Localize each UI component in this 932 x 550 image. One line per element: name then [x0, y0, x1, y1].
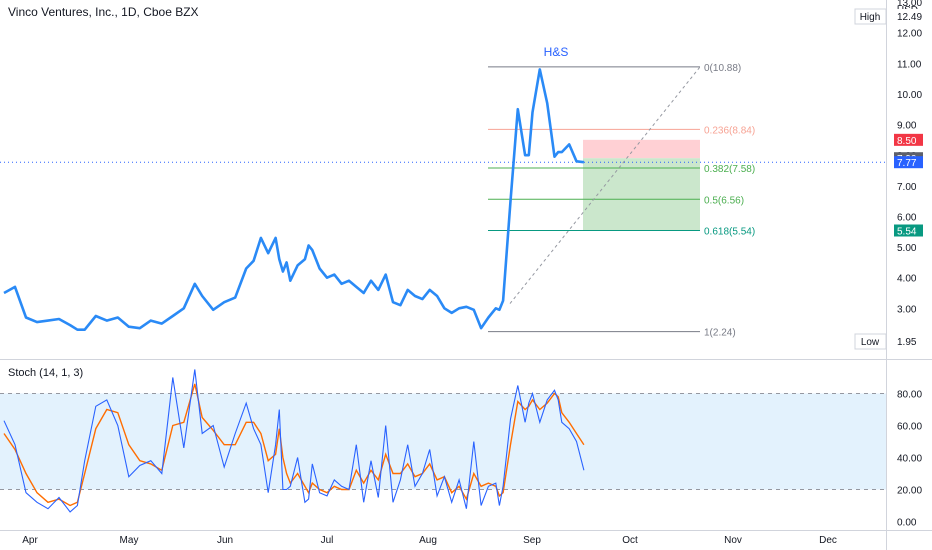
time-tick-label: Oct — [622, 535, 638, 546]
time-tick-label: Apr — [22, 535, 38, 546]
fib-level-label: 0(10.88) — [704, 63, 741, 74]
price-tick-label: 12.00 — [897, 29, 922, 40]
time-tick-label: Sep — [523, 535, 541, 546]
time-axis[interactable]: Apr May Jun Jul Aug Sep Oct Nov Dec — [22, 535, 837, 546]
time-tick-label: Jun — [217, 535, 233, 546]
stoch-tick-label: 40.00 — [897, 454, 922, 465]
trade-position-box[interactable] — [583, 139, 700, 231]
fib-level-label: 0.5(6.56) — [704, 195, 744, 206]
stoch-tick-label: 20.00 — [897, 486, 922, 497]
stoch-tick-label: 0.00 — [897, 518, 917, 529]
price-tick-label: 13.00 — [897, 0, 922, 9]
low-label: Low — [861, 337, 880, 348]
fib-level-label: 0.236(8.84) — [704, 125, 755, 136]
price-marker-label: 7.77 — [897, 158, 917, 169]
stoch-title[interactable]: Stoch (14, 1, 3) — [8, 367, 83, 379]
time-tick-label: Jul — [321, 535, 334, 546]
fib-level-label: 0.618(5.54) — [704, 226, 755, 237]
fibonacci-retracement[interactable]: 0(10.88) 0.236(8.84) 0.382(7.58) 0.5(6.56) 0… — [488, 63, 755, 339]
price-marker-label: 8.50 — [897, 136, 917, 147]
price-line[interactable] — [3, 68, 585, 331]
fib-level-label: 1(2.24) — [704, 328, 736, 339]
high-label: High — [860, 12, 881, 23]
stoch-k-line[interactable] — [3, 369, 585, 513]
price-marker: 7.77 — [894, 156, 923, 169]
stoch-tick-label: 80.00 — [897, 390, 922, 401]
time-tick-label: Aug — [419, 535, 437, 546]
stoch-band-fill — [0, 393, 886, 490]
price-marker-label: 5.54 — [897, 226, 917, 237]
price-tick-label: 6.00 — [897, 212, 917, 223]
low-tag: Low 1.95 — [854, 333, 932, 350]
price-tick-label: 3.00 — [897, 304, 917, 315]
time-tick-label: Nov — [724, 535, 742, 546]
risk-zone — [583, 139, 700, 159]
price-tick-label: 7.00 — [897, 182, 917, 193]
high-tag: High 12.49 — [854, 8, 932, 25]
high-value: 12.49 — [897, 12, 922, 23]
price-marker: 8.50 — [894, 133, 923, 147]
stoch-tick-label: 60.00 — [897, 422, 922, 433]
price-tick-label: 4.00 — [897, 274, 917, 285]
low-value: 1.95 — [897, 337, 917, 348]
stoch-d-line[interactable] — [3, 383, 585, 507]
reward-zone — [583, 158, 700, 231]
fibonacci-trend-line[interactable] — [509, 66, 701, 304]
price-tick-label: 9.00 — [897, 121, 917, 132]
time-tick-label: May — [120, 535, 139, 546]
pattern-label[interactable]: H&S — [544, 45, 569, 59]
price-tick-label: 5.00 — [897, 243, 917, 254]
time-tick-label: Dec — [819, 535, 837, 546]
price-tick-label: 11.00 — [897, 59, 922, 70]
price-markers: 8.507.907.775.54 — [894, 133, 923, 237]
chart-title: Vinco Ventures, Inc., 1D, Cboe BZX — [8, 5, 199, 19]
price-marker: 5.54 — [894, 224, 923, 237]
price-tick-label: 10.00 — [897, 90, 922, 101]
fib-level-label: 0.382(7.58) — [704, 164, 755, 175]
price-axis[interactable]: 13.0012.0011.0010.009.008.007.006.005.00… — [897, 0, 922, 315]
stoch-axis[interactable]: 80.00 60.00 40.00 20.00 0.00 — [897, 390, 922, 529]
